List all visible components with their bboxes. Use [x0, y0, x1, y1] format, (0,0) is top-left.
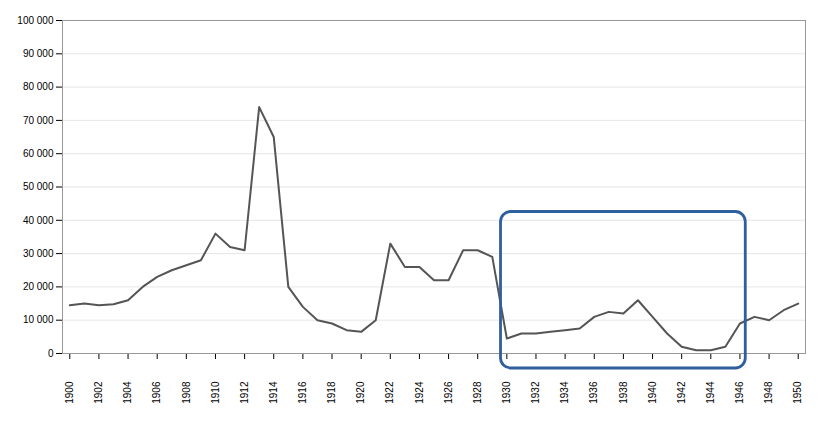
svg-text:1900: 1900	[64, 381, 75, 404]
svg-text:40 000: 40 000	[23, 215, 54, 226]
svg-text:1920: 1920	[355, 381, 366, 404]
svg-text:80 000: 80 000	[23, 81, 54, 92]
svg-text:1948: 1948	[763, 381, 774, 404]
svg-text:1922: 1922	[384, 381, 395, 404]
svg-text:1944: 1944	[705, 381, 716, 404]
svg-text:1932: 1932	[530, 381, 541, 404]
svg-text:1942: 1942	[676, 381, 687, 404]
svg-text:1928: 1928	[472, 381, 483, 404]
svg-text:1930: 1930	[501, 381, 512, 404]
svg-text:1950: 1950	[792, 381, 803, 404]
svg-text:0: 0	[48, 348, 54, 359]
svg-text:1904: 1904	[122, 381, 133, 404]
svg-text:1924: 1924	[414, 381, 425, 404]
svg-text:1906: 1906	[151, 381, 162, 404]
svg-text:10 000: 10 000	[23, 314, 54, 325]
svg-text:1902: 1902	[93, 381, 104, 404]
svg-text:1936: 1936	[588, 381, 599, 404]
svg-text:1908: 1908	[181, 381, 192, 404]
svg-text:1938: 1938	[618, 381, 629, 404]
svg-text:1914: 1914	[268, 381, 279, 404]
svg-text:1910: 1910	[210, 381, 221, 404]
svg-text:50 000: 50 000	[23, 181, 54, 192]
svg-text:1934: 1934	[559, 381, 570, 404]
svg-text:1918: 1918	[326, 381, 337, 404]
svg-text:30 000: 30 000	[23, 248, 54, 259]
svg-text:60 000: 60 000	[23, 148, 54, 159]
svg-text:100 000: 100 000	[17, 15, 54, 26]
svg-text:1916: 1916	[297, 381, 308, 404]
svg-text:1926: 1926	[443, 381, 454, 404]
svg-text:70 000: 70 000	[23, 115, 54, 126]
svg-text:90 000: 90 000	[23, 48, 54, 59]
svg-text:1940: 1940	[647, 381, 658, 404]
svg-text:20 000: 20 000	[23, 281, 54, 292]
svg-text:1912: 1912	[239, 381, 250, 404]
svg-text:1946: 1946	[734, 381, 745, 404]
